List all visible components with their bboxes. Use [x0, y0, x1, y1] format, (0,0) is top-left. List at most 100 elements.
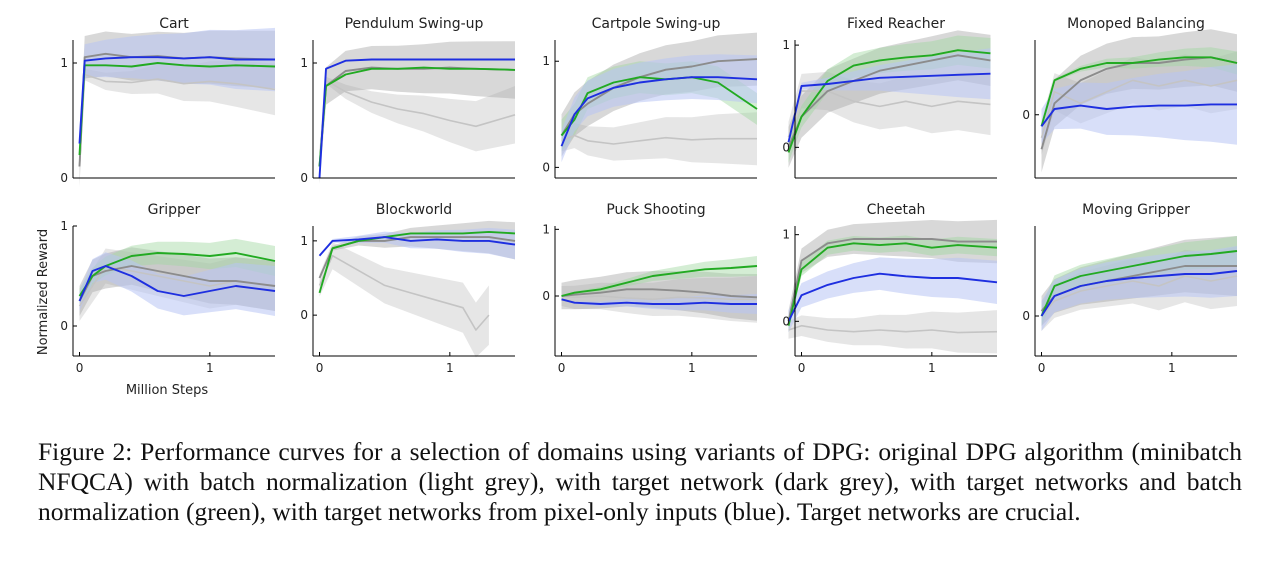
- panel-gripper: Gripper 0 1 0 1: [60, 202, 276, 375]
- series-line-green: [560, 76, 758, 137]
- series-line-light-grey: [788, 324, 998, 334]
- panel-title: Cartpole Swing-up: [592, 16, 721, 32]
- panel-title: Cheetah: [867, 202, 926, 218]
- series-line-light-grey: [78, 265, 276, 307]
- panel-cartpole-swing-up: Cartpole Swing-up 0 1: [542, 16, 758, 179]
- series-line-blue: [787, 72, 991, 143]
- series-line-green: [318, 230, 516, 294]
- band-light-grey: [788, 310, 997, 354]
- x-tick-label: 1: [928, 361, 936, 375]
- panel-pendulum-swing-up: Pendulum Swing-up 0 1: [300, 16, 516, 185]
- panel-monoped-balancing: Monoped Balancing 0: [1022, 16, 1238, 179]
- y-tick-label: 0: [782, 140, 790, 154]
- y-tick-label: 0: [300, 171, 308, 185]
- series-line-blue: [560, 76, 758, 147]
- band-dark-grey: [1041, 29, 1237, 173]
- y-tick-label: 0: [542, 160, 550, 174]
- y-tick-label: 1: [542, 54, 550, 68]
- band-blue: [1041, 246, 1237, 331]
- y-tick-label: 1: [782, 228, 790, 242]
- series-line-blue: [78, 56, 275, 144]
- figure-charts: Normalized Reward Million Steps Cart01Pe…: [36, 16, 1238, 398]
- x-tick-label: 0: [76, 361, 84, 375]
- x-tick-label: 1: [1168, 361, 1176, 375]
- series-line-light-grey: [1040, 275, 1238, 317]
- y-tick-label: 0: [782, 314, 790, 328]
- series-line-light-grey: [561, 134, 757, 145]
- series-line-green: [78, 252, 276, 297]
- panel-title: Puck Shooting: [606, 202, 705, 218]
- series-line-green: [787, 242, 998, 326]
- x-tick-label: 0: [558, 361, 566, 375]
- x-tick-label: 1: [206, 361, 214, 375]
- series-line-blue: [1040, 103, 1237, 127]
- series-line-dark-grey: [787, 238, 997, 322]
- series-line-green: [561, 265, 758, 297]
- series-line-green: [318, 66, 516, 167]
- series-line-light-grey: [318, 79, 516, 167]
- panel-title: Pendulum Swing-up: [345, 16, 484, 32]
- band-blue: [319, 227, 515, 260]
- series-line-green: [1040, 250, 1238, 317]
- y-tick-label: 0: [1022, 108, 1030, 122]
- band-light-grey: [79, 60, 275, 170]
- series-line-green: [78, 62, 276, 156]
- series-line-dark-grey: [561, 288, 758, 299]
- panel-title: Fixed Reacher: [847, 16, 945, 32]
- band-dark-grey: [319, 41, 515, 184]
- band-dark-grey: [788, 219, 997, 333]
- panel-moving-gripper: Moving Gripper 0 0 1: [1022, 202, 1238, 375]
- series-line-blue: [561, 298, 757, 305]
- y-axis-label: Normalized Reward: [36, 229, 51, 355]
- series-line-light-grey: [318, 254, 490, 331]
- y-tick-label: 1: [782, 38, 790, 52]
- panel-blockworld: Blockworld 0 1 0 1: [300, 202, 516, 375]
- figure-caption: Figure 2: Performance curves for a selec…: [38, 437, 1242, 526]
- series-line-blue: [78, 265, 276, 302]
- series-line-green: [787, 49, 991, 153]
- series-line-green: [1040, 56, 1238, 127]
- series-line-blue: [1040, 270, 1238, 317]
- y-tick-label: 1: [60, 219, 68, 233]
- x-tick-label: 0: [798, 361, 806, 375]
- band-light-grey: [319, 242, 489, 358]
- band-blue: [79, 27, 275, 158]
- x-tick-label: 1: [446, 361, 454, 375]
- series-line-blue: [318, 236, 516, 257]
- series-line-dark-grey: [787, 54, 991, 148]
- series-line-light-grey: [561, 295, 757, 301]
- x-tick-label: 0: [316, 361, 324, 375]
- x-tick-label: 0: [1038, 361, 1046, 375]
- panel-title: Blockworld: [376, 202, 452, 218]
- band-blue: [788, 257, 997, 333]
- series-line-blue: [787, 272, 998, 322]
- panel-cheetah: Cheetah 0 1 0 1: [782, 202, 998, 375]
- panel-fixed-reacher: Fixed Reacher 0 1: [782, 16, 997, 179]
- panel-puck-shooting: Puck Shooting 0 1 0 1: [542, 202, 758, 375]
- y-tick-label: 0: [60, 319, 68, 333]
- band-blue: [1041, 64, 1237, 145]
- y-tick-label: 1: [542, 222, 550, 236]
- y-tick-label: 1: [60, 56, 68, 70]
- panel-cart: Cart 0 1: [60, 16, 276, 187]
- panel-title: Moving Gripper: [1082, 202, 1190, 218]
- y-tick-label: 1: [300, 56, 308, 70]
- x-axis-label: Million Steps: [126, 383, 209, 398]
- x-tick-label: 1: [688, 361, 696, 375]
- band-blue: [788, 48, 991, 143]
- panel-title: Gripper: [148, 202, 201, 218]
- y-tick-label: 0: [1022, 309, 1030, 323]
- band-green: [788, 235, 997, 333]
- series-line-light-grey: [787, 90, 991, 138]
- series-line-blue: [318, 58, 515, 179]
- band-light-grey: [319, 76, 515, 167]
- y-tick-label: 0: [300, 308, 308, 322]
- series-line-dark-grey: [78, 265, 276, 302]
- y-tick-label: 1: [300, 234, 308, 248]
- series-line-light-grey: [78, 73, 276, 167]
- panel-title: Cart: [159, 16, 189, 32]
- y-tick-label: 0: [542, 289, 550, 303]
- panel-title: Monoped Balancing: [1067, 16, 1205, 32]
- y-tick-label: 0: [60, 171, 68, 185]
- band-blue: [79, 252, 275, 316]
